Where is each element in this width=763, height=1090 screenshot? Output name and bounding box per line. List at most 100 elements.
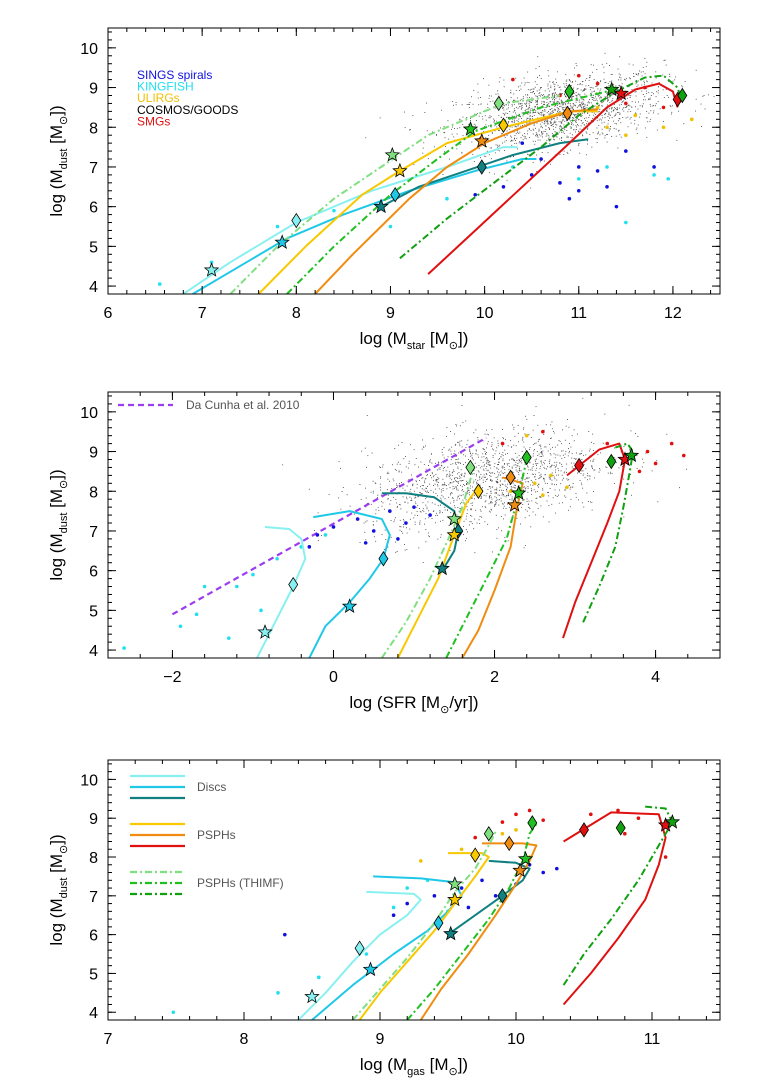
cloud-point	[527, 465, 528, 467]
cloud-point	[619, 76, 620, 78]
cloud-point	[644, 83, 645, 85]
cloud-point	[508, 469, 510, 471]
cloud-point	[422, 510, 424, 511]
cloud-point	[457, 495, 459, 497]
cloud-point	[509, 390, 510, 391]
cloud-point	[431, 477, 433, 479]
cloud-point	[484, 126, 485, 127]
cloud-point	[460, 503, 461, 505]
cloud-point	[504, 469, 506, 470]
cloud-point	[578, 144, 580, 146]
cloud-point	[432, 438, 434, 440]
cloud-point	[525, 136, 526, 138]
cloud-point	[427, 501, 429, 503]
y-tick-label: 4	[89, 279, 98, 296]
cloud-point	[515, 452, 517, 454]
diamond-marker	[562, 105, 573, 122]
cloud-point	[553, 117, 554, 119]
data-point	[202, 584, 207, 589]
cloud-point	[615, 135, 617, 137]
cloud-point	[458, 510, 460, 512]
cloud-point	[532, 133, 534, 135]
cloud-point	[526, 501, 528, 502]
cloud-point	[548, 505, 550, 506]
cloud-point	[373, 536, 375, 538]
cloud-point	[521, 112, 523, 114]
cloud-point	[621, 83, 623, 85]
cloud-point	[554, 105, 556, 107]
cloud-point	[573, 74, 575, 76]
cloud-point	[469, 102, 471, 103]
cloud-point	[447, 466, 449, 468]
cloud-point	[574, 114, 576, 116]
cloud-point	[499, 144, 501, 146]
cloud-point	[447, 456, 449, 458]
cloud-point	[505, 140, 507, 141]
cloud-point	[535, 100, 537, 102]
cloud-point	[557, 133, 559, 135]
cloud-point	[537, 463, 539, 464]
cloud-point	[549, 453, 551, 455]
cloud-point	[514, 137, 515, 139]
cloud-point	[420, 461, 422, 463]
cloud-point	[508, 128, 510, 130]
cloud-point	[455, 459, 457, 461]
cloud-point	[404, 127, 406, 129]
cloud-point	[554, 131, 556, 132]
cloud-point	[629, 118, 631, 120]
diamond-marker	[493, 95, 504, 112]
cloud-point	[551, 133, 553, 134]
cloud-point	[588, 79, 590, 81]
cloud-point	[470, 509, 472, 511]
cloud-point	[601, 105, 603, 106]
cloud-point	[504, 150, 505, 151]
cloud-point	[568, 426, 570, 428]
cloud-point	[549, 101, 551, 103]
cloud-point	[568, 79, 570, 80]
cloud-point	[590, 93, 592, 94]
cloud-point	[555, 465, 557, 467]
cloud-point	[659, 108, 661, 110]
cloud-point	[450, 492, 451, 494]
cloud-point	[646, 117, 648, 119]
cloud-point	[543, 480, 545, 482]
cloud-point	[453, 501, 455, 503]
cloud-point	[530, 118, 532, 120]
cloud-point	[592, 107, 594, 109]
cloud-point	[492, 118, 494, 120]
cloud-point	[554, 446, 556, 448]
cloud-point	[560, 470, 562, 472]
cloud-point	[511, 471, 513, 473]
data-point	[514, 812, 518, 817]
cloud-point	[490, 501, 492, 502]
cloud-point	[561, 128, 562, 130]
cloud-point	[576, 433, 578, 435]
cloud-point	[494, 492, 496, 494]
cloud-point	[428, 465, 429, 466]
cloud-point	[467, 491, 468, 493]
cloud-point	[531, 469, 533, 471]
cloud-point	[557, 112, 559, 114]
cloud-point	[558, 101, 560, 103]
cloud-point	[512, 111, 514, 113]
cloud-point	[484, 506, 486, 508]
cloud-point	[501, 489, 502, 491]
cloud-point	[483, 110, 485, 112]
cloud-point	[674, 79, 676, 81]
cloud-point	[511, 105, 513, 107]
cloud-point	[611, 80, 613, 82]
cloud-point	[491, 509, 492, 511]
cloud-point	[520, 458, 522, 460]
cloud-point	[380, 489, 382, 491]
cloud-point	[498, 145, 500, 147]
cloud-point	[513, 103, 515, 105]
cloud-point	[481, 477, 482, 479]
cloud-point	[620, 77, 622, 79]
cloud-point	[545, 424, 547, 426]
cloud-point	[558, 440, 560, 441]
diamond-marker	[579, 822, 589, 838]
cloud-point	[410, 129, 411, 131]
cloud-point	[513, 99, 515, 101]
cloud-point	[566, 126, 568, 128]
x-axis-label: log (Mgas [M⊙])	[360, 1055, 468, 1078]
